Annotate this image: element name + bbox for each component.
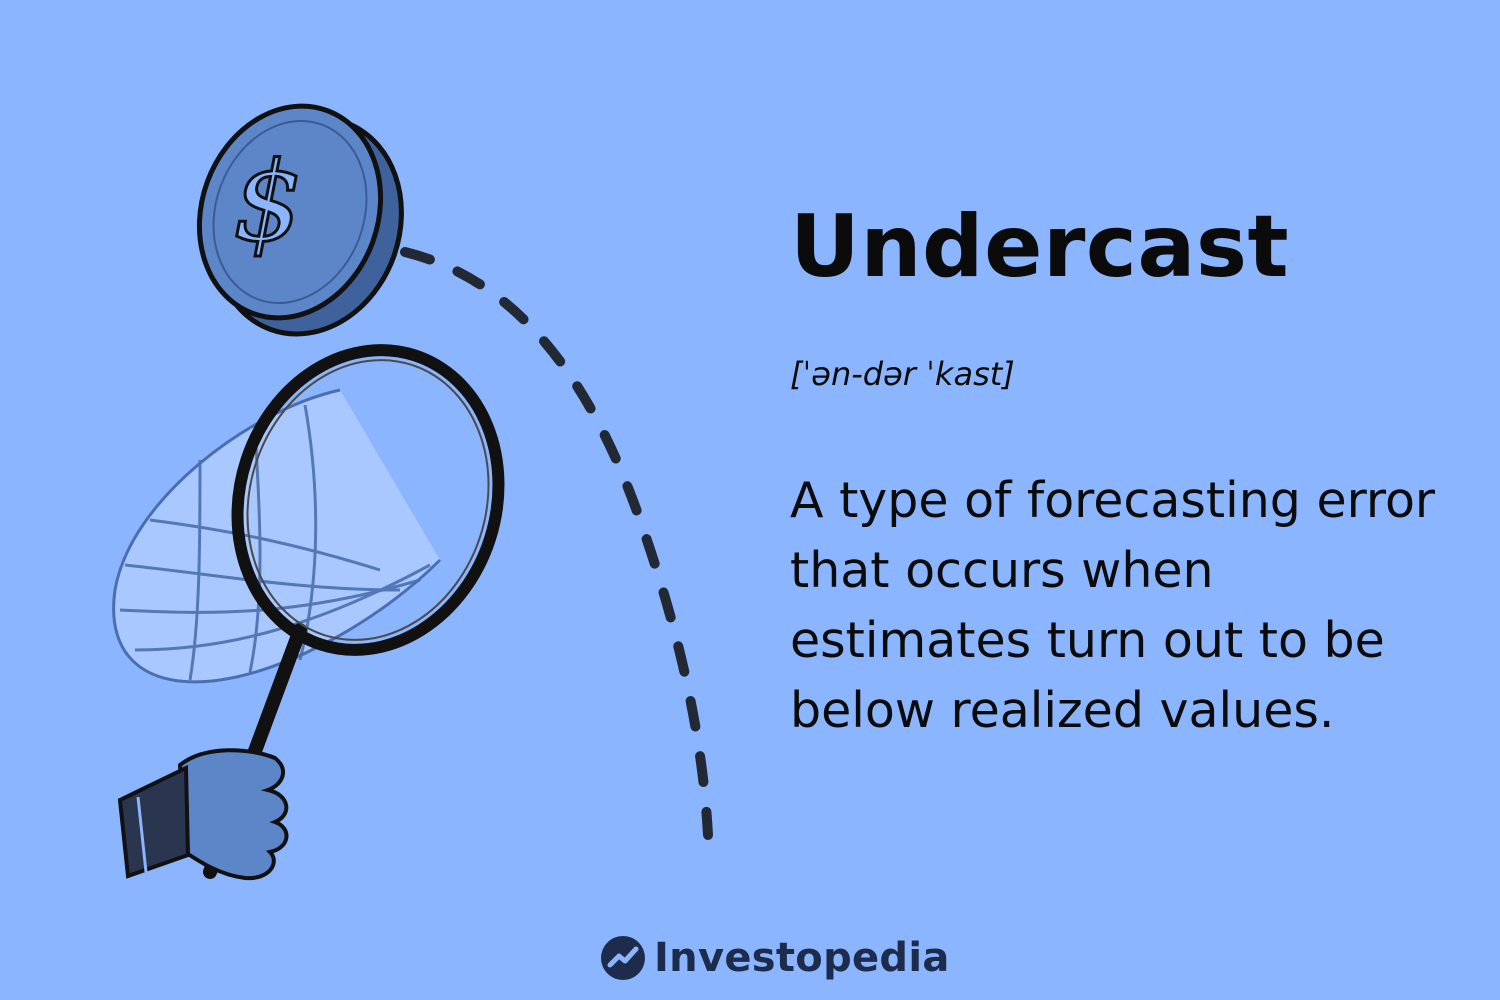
brand-logo: Investopedia [600,928,950,988]
investopedia-logo-icon [601,936,645,980]
definition-line: below realized values. [790,682,1335,739]
brand-name: Investopedia [654,935,950,981]
coin-dollar-sign: $ [233,138,303,266]
net-icon [112,388,442,684]
illustration: $ [112,103,713,881]
term-title: Undercast [790,197,1290,297]
coin-icon: $ [196,103,404,337]
definition-line: A type of forecasting error [790,472,1436,529]
pronunciation: [ˈən-dər ˈkast] [790,355,1015,393]
coin-trajectory [400,247,713,840]
definition-line: estimates turn out to be [790,612,1385,669]
hand-icon [117,748,289,881]
net-hoop [231,344,505,656]
definition-line: that occurs when [790,542,1214,599]
definition: A type of forecasting error that occurs … [790,466,1480,746]
